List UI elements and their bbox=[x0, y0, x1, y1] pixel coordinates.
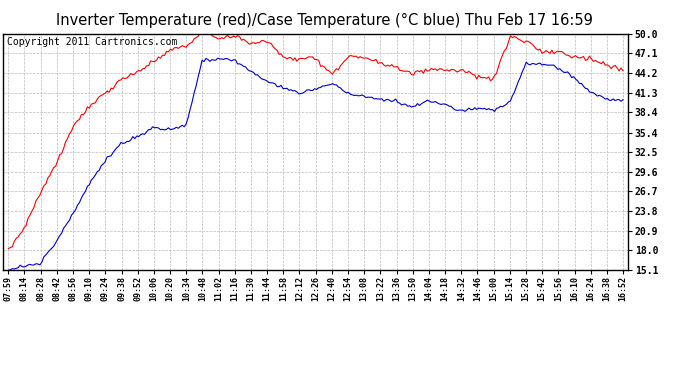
Text: Inverter Temperature (red)/Case Temperature (°C blue) Thu Feb 17 16:59: Inverter Temperature (red)/Case Temperat… bbox=[56, 13, 593, 28]
Text: Copyright 2011 Cartronics.com: Copyright 2011 Cartronics.com bbox=[7, 37, 177, 47]
